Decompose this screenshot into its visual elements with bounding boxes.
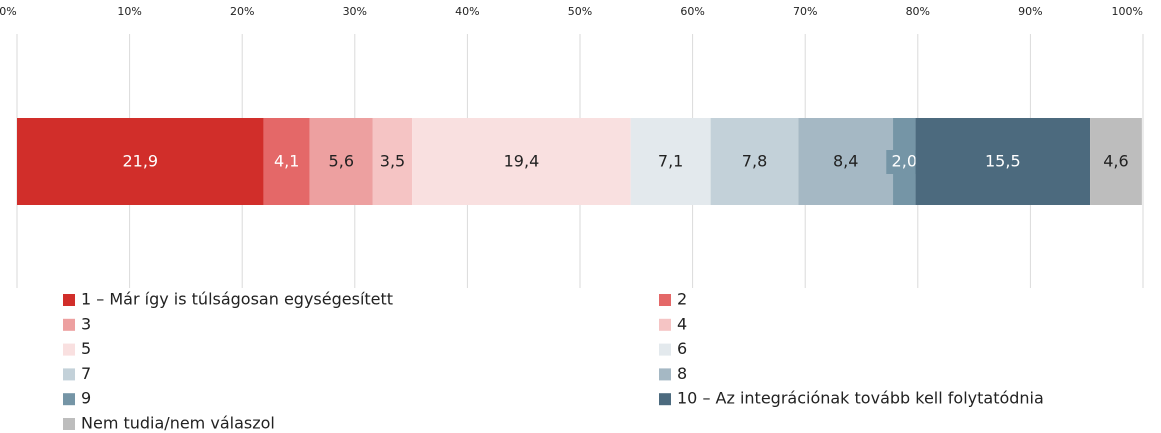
legend-label: 2: [677, 290, 687, 309]
legend-swatch: [659, 393, 671, 406]
x-tick-label: 80%: [906, 5, 930, 18]
legend-swatch: [63, 393, 75, 406]
legend-label: 7: [81, 364, 91, 383]
value-label: 8,4: [833, 152, 858, 171]
legend-swatch: [63, 318, 75, 331]
bar-segment: [915, 118, 1091, 205]
bar-segment: [412, 118, 631, 205]
x-tick-label: 70%: [793, 5, 817, 18]
bar-segment: [17, 118, 264, 205]
bar-segment: [263, 118, 310, 205]
value-label: 19,4: [504, 152, 540, 171]
value-label: 3,5: [380, 152, 405, 171]
x-tick-label: 90%: [1018, 5, 1042, 18]
bar-segment: [630, 118, 711, 205]
x-tick-label: 0%: [0, 5, 17, 18]
value-label: 5,6: [329, 152, 354, 171]
value-label: 7,1: [658, 152, 683, 171]
legend-swatch: [63, 418, 75, 430]
legend-label: 3: [81, 314, 91, 333]
legend-swatch: [63, 343, 75, 356]
x-tick-label: 100%: [1112, 5, 1143, 18]
legend-label: 6: [677, 339, 687, 358]
value-label: 7,8: [742, 152, 767, 171]
x-tick-label: 40%: [455, 5, 479, 18]
value-label: 2,0: [892, 152, 917, 171]
bar-segment: [1090, 118, 1142, 205]
value-label: 15,5: [985, 152, 1021, 171]
legend-label: 10 – Az integrációnak tovább kell folyta…: [677, 389, 1044, 408]
value-label: 4,1: [274, 152, 299, 171]
legend-label: 4: [677, 314, 687, 333]
x-tick-label: 30%: [343, 5, 367, 18]
legend-swatch: [659, 368, 671, 381]
legend-swatch: [63, 368, 75, 381]
x-tick-label: 10%: [117, 5, 141, 18]
value-label: 4,6: [1103, 152, 1128, 171]
legend-label: 9: [81, 389, 91, 408]
legend-swatch: [63, 294, 75, 306]
legend-label: 5: [81, 339, 91, 358]
value-label: 21,9: [122, 152, 158, 171]
legend-label: Nem tudia/nem válaszol: [81, 414, 275, 433]
x-tick-label: 20%: [230, 5, 254, 18]
legend-label: 8: [677, 364, 687, 383]
bar-segment: [372, 118, 413, 205]
legend-label: 1 – Már így is túlságosan egységesített: [81, 290, 393, 309]
bar-segment: [798, 118, 894, 205]
legend-swatch: [659, 294, 671, 306]
bar-segment: [710, 118, 799, 205]
bar-segment: [309, 118, 373, 205]
x-tick-label: 60%: [680, 5, 704, 18]
legend-swatch: [659, 343, 671, 356]
x-tick-label: 50%: [568, 5, 592, 18]
legend-swatch: [659, 318, 671, 331]
